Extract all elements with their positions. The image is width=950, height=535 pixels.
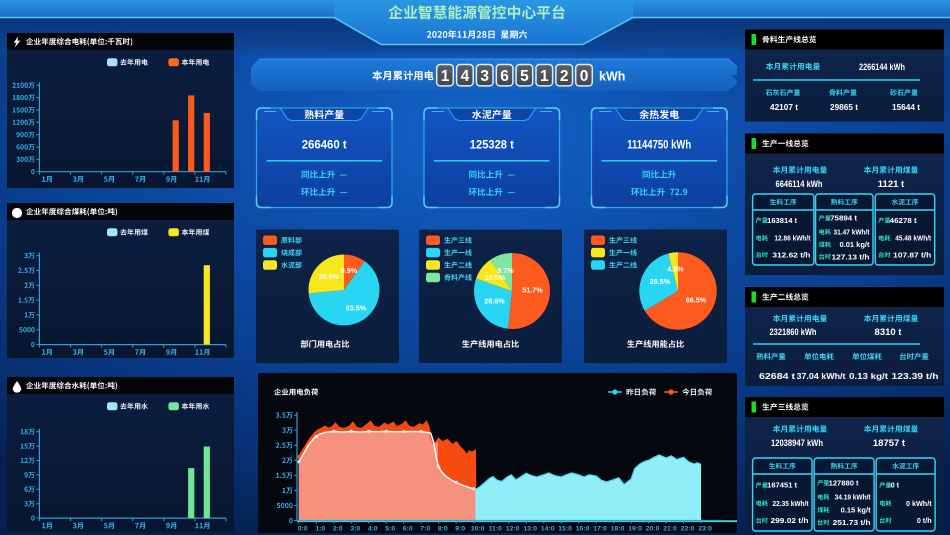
svg-text:123.39 t/h: 123.39 t/h	[892, 372, 939, 381]
svg-text:2321860 kWh: 2321860 kWh	[770, 327, 817, 338]
svg-text:45.48 kWh/t: 45.48 kWh/t	[895, 234, 932, 243]
svg-text:7:0: 7:0	[420, 525, 430, 532]
svg-text:6:0: 6:0	[403, 525, 413, 532]
svg-text:26.6%: 26.6%	[319, 272, 340, 281]
svg-text:29865 t: 29865 t	[830, 102, 858, 112]
svg-text:18757 t: 18757 t	[873, 438, 906, 449]
svg-text:3: 3	[480, 68, 489, 85]
svg-text:5:0: 5:0	[385, 525, 395, 532]
svg-text:4.0%: 4.0%	[667, 265, 684, 274]
svg-text:127880 t: 127880 t	[829, 478, 860, 487]
svg-text:66.5%: 66.5%	[686, 296, 707, 305]
svg-text:37.04 kWh/t: 37.04 kWh/t	[797, 372, 846, 381]
svg-text:10.0%: 10.0%	[485, 273, 506, 282]
svg-text:63.5%: 63.5%	[346, 304, 367, 313]
svg-text:4:0: 4:0	[368, 525, 378, 532]
svg-text:1: 1	[441, 68, 450, 85]
svg-text:2266144 kWh: 2266144 kWh	[859, 62, 905, 73]
svg-text:28.6%: 28.6%	[484, 297, 505, 306]
svg-text:1: 1	[540, 68, 549, 85]
svg-text:18:0: 18:0	[611, 525, 625, 532]
svg-text:21:0: 21:0	[663, 525, 677, 532]
svg-text:0 kWh/t: 0 kWh/t	[906, 499, 932, 508]
svg-text:15644 t: 15644 t	[892, 102, 920, 112]
svg-text:163814 t: 163814 t	[767, 216, 798, 225]
svg-text:12.86 kWh/t: 12.86 kWh/t	[774, 234, 811, 243]
svg-text:kWh: kWh	[599, 69, 625, 83]
svg-text:11144750 kWh: 11144750 kWh	[627, 137, 691, 151]
svg-text:127.13 t/h: 127.13 t/h	[832, 252, 870, 261]
svg-text:9.7%: 9.7%	[497, 266, 514, 275]
svg-text:125328 t: 125328 t	[470, 137, 514, 151]
svg-text:12038947 kWh: 12038947 kWh	[771, 438, 823, 449]
svg-text:0: 0	[580, 68, 589, 85]
svg-text:0 t: 0 t	[891, 481, 900, 490]
svg-text:4: 4	[461, 68, 470, 85]
svg-text:6: 6	[500, 68, 509, 85]
svg-text:107.87 t/h: 107.87 t/h	[893, 250, 931, 259]
svg-text:46278 t: 46278 t	[890, 216, 918, 225]
svg-text:0 t/h: 0 t/h	[917, 516, 932, 525]
svg-text:0.01 kg/t: 0.01 kg/t	[840, 240, 871, 249]
svg-text:2: 2	[560, 68, 569, 85]
svg-text:6646114 kWh: 6646114 kWh	[776, 179, 823, 190]
svg-text:17:0: 17:0	[593, 525, 607, 532]
svg-text:0:0: 0:0	[298, 525, 308, 532]
svg-text:19:0: 19:0	[628, 525, 642, 532]
svg-text:9.9%: 9.9%	[341, 266, 358, 275]
svg-text:51.7%: 51.7%	[522, 286, 543, 295]
svg-text:312.62 t/h: 312.62 t/h	[772, 250, 810, 259]
svg-text:5: 5	[520, 68, 529, 85]
svg-text:29.5%: 29.5%	[650, 277, 671, 286]
svg-text:75894 t: 75894 t	[830, 214, 858, 223]
svg-text:10:0: 10:0	[471, 525, 485, 532]
svg-text:15:0: 15:0	[558, 525, 572, 532]
svg-text:8:0: 8:0	[438, 525, 448, 532]
svg-text:23:0: 23:0	[698, 525, 712, 532]
svg-text:251.73 t/h: 251.73 t/h	[833, 518, 871, 527]
svg-text:12:0: 12:0	[506, 525, 520, 532]
svg-text:22.35 kWh/t: 22.35 kWh/t	[773, 499, 810, 508]
svg-text:0.15 kg/t: 0.15 kg/t	[841, 506, 872, 515]
svg-text:9:0: 9:0	[455, 525, 465, 532]
svg-text:34.19 kWh/t: 34.19 kWh/t	[835, 493, 872, 502]
svg-text:14:0: 14:0	[541, 525, 555, 532]
svg-text:167451 t: 167451 t	[767, 481, 798, 490]
svg-text:16:0: 16:0	[576, 525, 590, 532]
svg-text:42107 t: 42107 t	[770, 102, 798, 112]
svg-text:3:0: 3:0	[350, 525, 360, 532]
svg-text:13:0: 13:0	[523, 525, 537, 532]
svg-text:2:0: 2:0	[333, 525, 343, 532]
svg-text:1:0: 1:0	[315, 525, 325, 532]
svg-text:266460 t: 266460 t	[302, 137, 347, 151]
svg-text:11:0: 11:0	[489, 525, 502, 532]
svg-text:1121 t: 1121 t	[878, 179, 905, 190]
svg-text:8310 t: 8310 t	[875, 327, 903, 338]
svg-text:0.13 kg/t: 0.13 kg/t	[849, 372, 888, 381]
svg-text:31.47 kWh/t: 31.47 kWh/t	[834, 228, 871, 237]
svg-text:299.02 t/h: 299.02 t/h	[771, 516, 809, 525]
svg-text:62684 t: 62684 t	[759, 372, 795, 381]
svg-text:20:0: 20:0	[646, 525, 660, 532]
svg-text:22:0: 22:0	[681, 525, 695, 532]
